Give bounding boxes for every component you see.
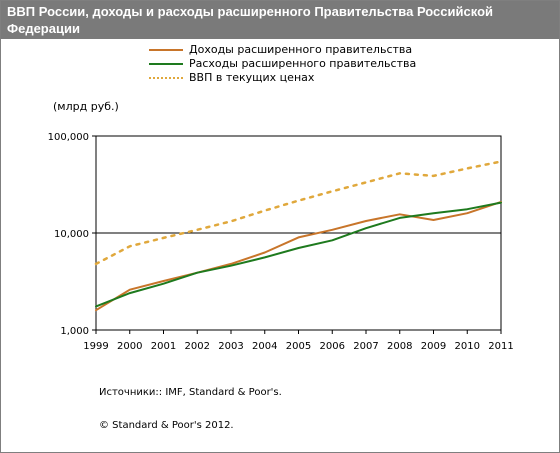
series-line-gdp bbox=[94, 160, 503, 266]
x-tick-label: 2009 bbox=[421, 341, 446, 352]
chart-title: ВВП России, доходы и расходы расширенног… bbox=[1, 1, 559, 39]
x-tick-label: 2005 bbox=[286, 341, 311, 352]
series-line-revenue bbox=[95, 200, 502, 312]
y-tick-label: 10,000 bbox=[54, 229, 89, 240]
legend-item-expenditure: Расходы расширенного правительства bbox=[149, 57, 416, 71]
legend-swatch-revenue bbox=[149, 49, 183, 51]
x-tick-label: 2000 bbox=[117, 341, 142, 352]
y-tick-label: 100,000 bbox=[48, 132, 89, 143]
x-tick-label: 1999 bbox=[83, 341, 108, 352]
x-tick-label: 2002 bbox=[185, 341, 210, 352]
x-tick-label: 2001 bbox=[151, 341, 176, 352]
x-tick-label: 2007 bbox=[353, 341, 378, 352]
legend-label-gdp: ВВП в текущих ценах bbox=[189, 71, 315, 84]
legend-swatch-expenditure bbox=[149, 63, 183, 65]
legend-label-revenue: Доходы расширенного правительства bbox=[189, 43, 413, 56]
legend-swatch-gdp bbox=[149, 77, 183, 79]
legend-item-revenue: Доходы расширенного правительства bbox=[149, 43, 416, 57]
y-tick-label: 1,000 bbox=[60, 326, 89, 337]
series-line-expenditure bbox=[95, 201, 502, 308]
x-tick-label: 2010 bbox=[455, 341, 480, 352]
legend: Доходы расширенного правительства Расход… bbox=[149, 43, 416, 85]
legend-label-expenditure: Расходы расширенного правительства bbox=[189, 57, 417, 70]
x-tick-label: 2008 bbox=[387, 341, 412, 352]
x-tick-label: 2003 bbox=[218, 341, 243, 352]
x-tick-label: 2006 bbox=[320, 341, 345, 352]
legend-item-gdp: ВВП в текущих ценах bbox=[149, 71, 416, 85]
sources-note: Источники:: IMF, Standard & Poor's. bbox=[99, 387, 282, 398]
x-tick-label: 2011 bbox=[488, 341, 513, 352]
x-tick-label: 2004 bbox=[252, 341, 277, 352]
copyright-note: © Standard & Poor's 2012. bbox=[99, 420, 234, 431]
y-axis-unit-label: (млрд руб.) bbox=[53, 100, 119, 113]
